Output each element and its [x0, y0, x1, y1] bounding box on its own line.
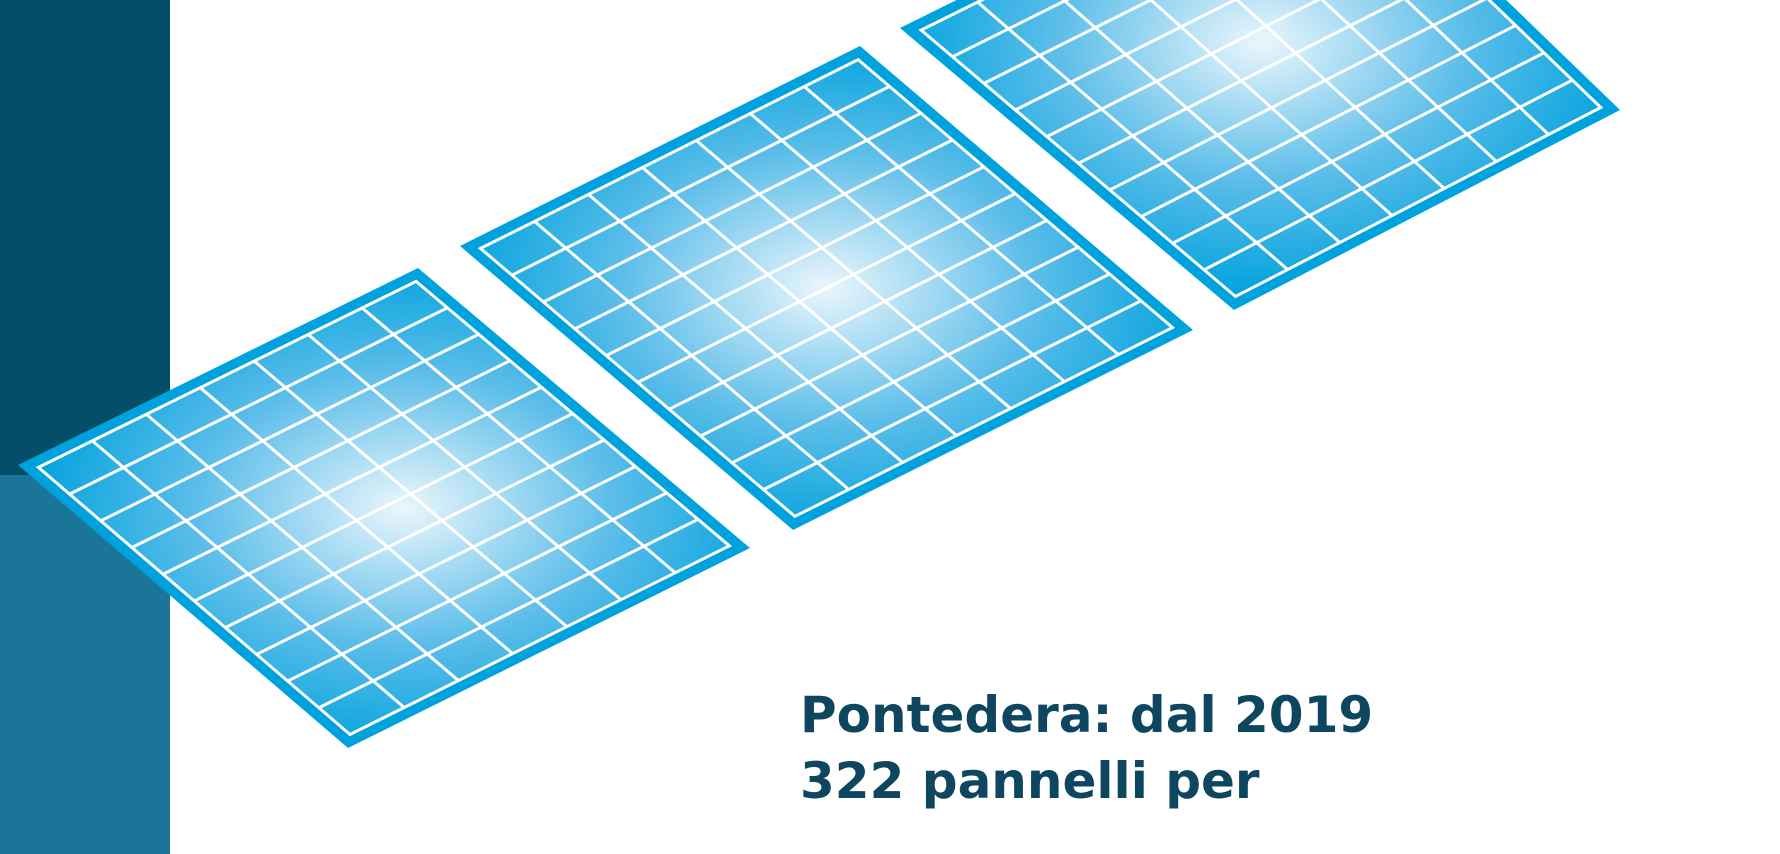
- panel-grid-line: [762, 299, 1142, 491]
- headline-line-2: 322 pannelli per: [800, 752, 1260, 810]
- panel-cell-surface: [918, 0, 1604, 299]
- panel-grid-line: [668, 219, 1048, 411]
- panel-grid-line: [1046, 0, 1322, 138]
- solar-panel-right: [900, 0, 1620, 310]
- panel-grid-line: [574, 138, 954, 331]
- panel-grid-line: [1203, 78, 1574, 272]
- panel-grid-line: [542, 111, 922, 304]
- panel-grid-line: [255, 465, 637, 656]
- panel-grid-line: [224, 438, 605, 629]
- panel-grid-line: [983, 0, 1155, 85]
- panel-grid-line: [318, 517, 699, 710]
- panel-grid-line: [100, 332, 480, 523]
- panel-grid-line: [68, 306, 449, 496]
- panel-grid-line: [511, 85, 891, 277]
- panel-grid-line: [1404, 0, 1550, 136]
- solar-panel-center: [460, 46, 1193, 530]
- panel-grid-line: [1140, 24, 1517, 218]
- panel-grid-line: [1014, 0, 1238, 112]
- solar-panel-left: [18, 268, 750, 748]
- panel-grid-line: [287, 491, 668, 683]
- panel-grid-line: [131, 359, 511, 549]
- panel-grid-line: [1171, 51, 1545, 245]
- panel-grid-line: [1077, 0, 1405, 165]
- panel-grid-line: [637, 192, 1016, 384]
- panel-grid-line: [951, 0, 1070, 59]
- headline-line-1: Pontedera: dal 2019: [800, 686, 1374, 744]
- panel-grid-line: [699, 245, 1079, 438]
- panel-grid-line: [605, 165, 985, 357]
- headline: Pontedera: dal 2019 322 pannelli per: [800, 690, 1373, 822]
- dark-teal-side-band: [0, 0, 170, 475]
- panel-grid-line: [1109, 0, 1487, 192]
- panel-grid-line: [193, 412, 574, 603]
- panel-grid-line: [731, 272, 1111, 465]
- panel-grid-line: [162, 385, 543, 576]
